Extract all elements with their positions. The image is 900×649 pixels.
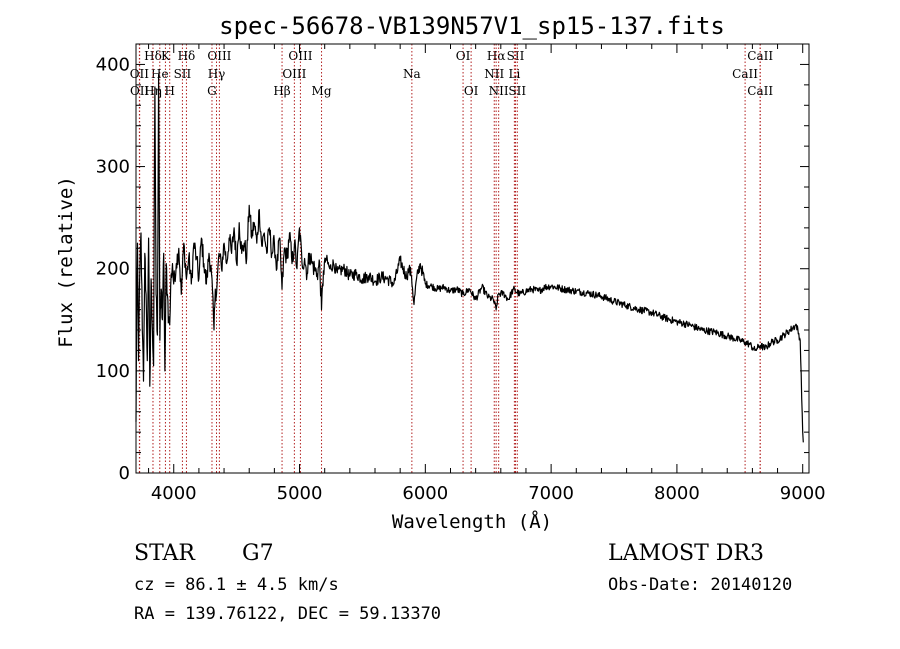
marker-label-27: CaII [747, 84, 773, 98]
marker-label-1: K [161, 49, 171, 63]
marker-label-14: Na [403, 67, 421, 81]
marker-label-24: OI [464, 84, 479, 98]
marker-label-15: NII [484, 67, 504, 81]
marker-label-22: Hβ [273, 84, 290, 98]
marker-label-2: Hδ [178, 49, 196, 63]
object-type: STAR [134, 541, 196, 566]
marker-label-20: H [164, 84, 174, 98]
spectrum-series [135, 73, 804, 443]
marker-label-19: Hη [144, 84, 162, 98]
marker-label-6: Hα [487, 49, 506, 63]
x-tick-label-6000: 6000 [402, 483, 448, 504]
spectrum-line [135, 73, 804, 443]
marker-label-17: CaII [732, 67, 758, 81]
redshift-readout: cz = 86.1 ± 4.5 km/s [134, 575, 339, 595]
marker-label-25: NII [489, 84, 509, 98]
y-axis-label: Flux (relative) [55, 176, 77, 348]
x-tick-label-5000: 5000 [277, 483, 323, 504]
marker-label-16: Li [508, 67, 520, 81]
x-tick-label-4000: 4000 [151, 483, 197, 504]
y-tick-label-100: 100 [96, 361, 130, 382]
y-tick-label-200: 200 [96, 259, 130, 280]
marker-label-9: OII [130, 67, 150, 81]
y-tick-label-400: 400 [96, 54, 130, 75]
marker-label-7: SII [507, 49, 525, 63]
marker-label-13: OIII [282, 67, 306, 81]
survey-name: LAMOST DR3 [608, 541, 764, 566]
marker-label-5: OI [456, 49, 471, 63]
axis-ticks: 4000 5000 6000 7000 8000 9000 0 100 200 300 400 [96, 43, 826, 504]
coordinates: RA = 139.76122, DEC = 59.13370 [134, 604, 441, 624]
marker-label-23: Mg [312, 84, 332, 98]
x-tick-label-8000: 8000 [654, 483, 700, 504]
plot-frame [135, 43, 810, 474]
marker-label-10: He [151, 67, 169, 81]
marker-label-3: OIII [207, 49, 231, 63]
marker-label-11: SII [174, 67, 192, 81]
marker-label-26: SII [508, 84, 526, 98]
x-tick-label-9000: 9000 [780, 483, 826, 504]
marker-label-18: OII [130, 84, 150, 98]
marker-label-21: G [207, 84, 217, 98]
chart-title: spec-56678-VB139N57V1_sp15-137.fits [219, 12, 725, 40]
x-tick-label-7000: 7000 [528, 483, 574, 504]
marker-label-12: Hγ [208, 67, 226, 81]
obs-date: Obs-Date: 20140120 [608, 575, 792, 595]
x-axis-label: Wavelength (Å) [392, 510, 552, 533]
y-tick-label-0: 0 [119, 463, 130, 484]
spectral-subclass: G7 [242, 541, 274, 566]
marker-label-4: OIII [288, 49, 312, 63]
y-tick-label-300: 300 [96, 157, 130, 178]
